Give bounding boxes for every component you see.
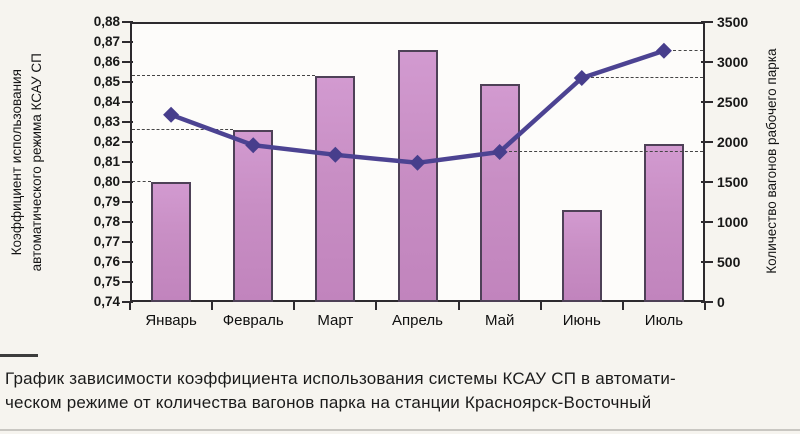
left-axis-title-line1: Коэффициент использования	[8, 69, 24, 256]
left-axis-tick-label: 0,75	[93, 274, 120, 289]
left-axis-tick-label: 0,83	[93, 114, 120, 129]
right-axis-tick	[701, 261, 713, 263]
x-axis-label: Февраль	[222, 312, 284, 329]
caption: График зависимости коэффициента использо…	[5, 367, 795, 415]
left-axis-tick	[122, 301, 133, 303]
left-axis-tick	[122, 21, 133, 23]
x-axis-tick	[129, 302, 131, 310]
x-axis-label: Январь	[145, 312, 197, 329]
left-axis-tick-label: 0,84	[93, 94, 120, 109]
left-axis-tick	[122, 141, 133, 143]
dashed-leader-line	[672, 49, 703, 51]
left-axis-tick-label: 0,86	[93, 54, 120, 69]
right-axis-title: Количество вагонов рабочего парка	[762, 1, 782, 321]
x-axis-tick	[539, 302, 542, 310]
right-axis-tick-label: 1500	[717, 174, 749, 190]
left-axis-tick-label: 0,74	[93, 294, 120, 309]
bar	[397, 50, 438, 302]
bar	[479, 84, 520, 302]
left-axis-tick	[122, 261, 133, 263]
right-axis-tick-label: 2000	[717, 134, 749, 150]
left-axis-tick-label: 0,77	[93, 234, 120, 249]
right-axis-tick	[701, 61, 713, 63]
x-axis-label: Июль	[644, 312, 684, 329]
right-axis-tick	[701, 21, 713, 23]
left-axis-tick-label: 0,79	[93, 194, 120, 209]
left-axis-tick-label: 0,78	[93, 214, 120, 229]
right-axis-tick-label: 3000	[717, 54, 749, 70]
left-axis-tick	[122, 181, 133, 183]
x-axis-tick	[704, 302, 706, 310]
right-axis-tick-label: 1000	[717, 214, 749, 230]
dashed-leader-line	[132, 181, 152, 182]
caption-line2: ческом режиме от количества вагонов парк…	[5, 393, 652, 412]
dashed-leader-line	[132, 129, 234, 130]
left-axis-tick	[122, 121, 133, 123]
left-axis-tick	[122, 201, 133, 203]
right-axis-tick-label: 500	[717, 254, 741, 270]
x-axis-tick	[375, 302, 378, 310]
left-axis-tick-label: 0,76	[93, 254, 120, 269]
x-axis-label: Март	[317, 312, 354, 329]
right-axis-tick	[701, 221, 713, 223]
left-axis-tick-label: 0,80	[93, 174, 120, 189]
caption-rule	[0, 354, 38, 357]
dashed-leader-line	[132, 75, 316, 76]
left-axis-tick-label: 0,88	[93, 14, 120, 29]
x-axis-tick	[293, 302, 296, 310]
bar	[561, 210, 602, 302]
x-axis-tick	[211, 302, 214, 310]
x-axis-tick	[457, 302, 460, 310]
left-axis-tick	[122, 81, 133, 83]
left-axis-tick-label: 0,85	[93, 74, 120, 89]
caption-line1: График зависимости коэффициента использо…	[5, 369, 676, 388]
left-axis-tick-label: 0,81	[93, 154, 120, 169]
left-axis-title: Коэффициент использования автоматическог…	[7, 2, 48, 322]
left-axis-tick	[122, 41, 133, 43]
right-axis-tick	[701, 141, 713, 143]
left-axis-tick-label: 0,87	[93, 34, 120, 49]
left-axis-tick	[122, 241, 133, 243]
right-axis-tick-label: 0	[717, 294, 725, 310]
left-axis-tick	[122, 161, 133, 163]
x-axis-tick	[621, 302, 624, 310]
right-axis-title-text: Количество вагонов рабочего парка	[763, 48, 779, 274]
right-axis-tick	[701, 181, 713, 183]
left-axis-tick	[122, 61, 133, 63]
bar	[151, 182, 192, 302]
bar	[643, 144, 684, 302]
left-axis-title-line2: автоматического режима КСАУ СП	[29, 53, 44, 272]
bar	[233, 130, 274, 302]
dashed-leader-line	[508, 151, 703, 152]
bottom-rule	[0, 429, 800, 431]
right-axis-tick	[701, 301, 713, 303]
right-axis-tick	[701, 101, 713, 103]
bar	[315, 76, 356, 302]
x-axis-label: Апрель	[392, 312, 443, 329]
left-axis-tick-label: 0,82	[93, 134, 120, 149]
x-axis-label: Май	[484, 312, 515, 329]
right-axis-tick-label: 2500	[717, 94, 749, 110]
dashed-leader-line	[590, 77, 703, 78]
right-axis-tick-label: 3500	[717, 14, 749, 30]
x-axis-label: Июнь	[562, 312, 601, 329]
left-axis-tick	[122, 281, 133, 283]
left-axis-tick	[122, 221, 133, 223]
left-axis-tick	[122, 101, 133, 103]
